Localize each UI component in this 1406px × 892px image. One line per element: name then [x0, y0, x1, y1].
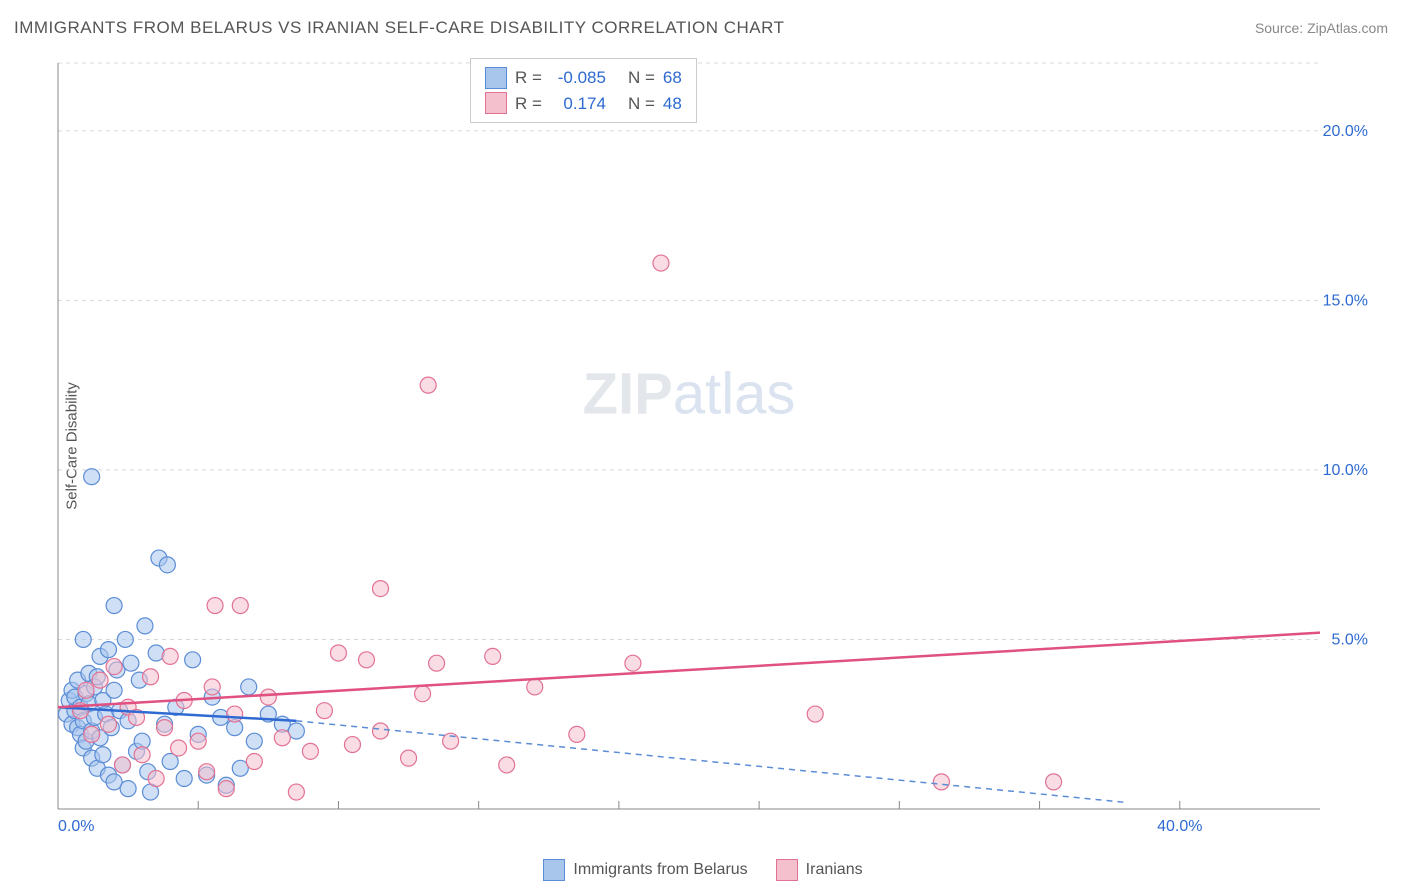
svg-text:40.0%: 40.0% — [1157, 818, 1202, 835]
series-legend: Immigrants from Belarus Iranians — [0, 859, 1406, 886]
r-value: -0.085 — [550, 65, 606, 91]
svg-text:5.0%: 5.0% — [1332, 631, 1368, 648]
legend-swatch — [543, 859, 565, 881]
svg-text:0.0%: 0.0% — [58, 818, 94, 835]
source-link[interactable]: ZipAtlas.com — [1307, 20, 1388, 36]
source-attribution: Source: ZipAtlas.com — [1255, 20, 1388, 36]
legend-item: Iranians — [776, 859, 863, 881]
svg-text:15.0%: 15.0% — [1323, 292, 1368, 309]
stats-legend-row: R = -0.085 N = 68 — [485, 65, 682, 91]
r-label: R = — [515, 91, 542, 117]
svg-text:10.0%: 10.0% — [1323, 462, 1368, 479]
source-label: Source: — [1255, 20, 1307, 36]
n-value: 48 — [663, 91, 682, 117]
stats-legend-row: R = 0.174 N = 48 — [485, 91, 682, 117]
stats-legend-box: R = -0.085 N = 68 R = 0.174 N = 48 — [470, 58, 697, 123]
r-label: R = — [515, 65, 542, 91]
chart-title: IMMIGRANTS FROM BELARUS VS IRANIAN SELF-… — [14, 18, 784, 38]
svg-text:20.0%: 20.0% — [1323, 123, 1368, 140]
chart-area: 0.0% 40.0% 5.0% 10.0% 15.0% 20.0% ZIPatlas — [50, 55, 1380, 845]
svg-text:ZIPatlas: ZIPatlas — [583, 362, 796, 427]
r-value: 0.174 — [550, 91, 606, 117]
legend-swatch — [485, 67, 507, 89]
legend-swatch — [485, 92, 507, 114]
n-label: N = — [628, 65, 655, 91]
legend-item: Immigrants from Belarus — [543, 859, 747, 881]
legend-label: Iranians — [806, 861, 863, 879]
legend-swatch — [776, 859, 798, 881]
n-value: 68 — [663, 65, 682, 91]
scatter-chart-svg: 0.0% 40.0% 5.0% 10.0% 15.0% 20.0% ZIPatlas — [50, 55, 1380, 845]
n-label: N = — [628, 91, 655, 117]
legend-label: Immigrants from Belarus — [573, 861, 747, 879]
